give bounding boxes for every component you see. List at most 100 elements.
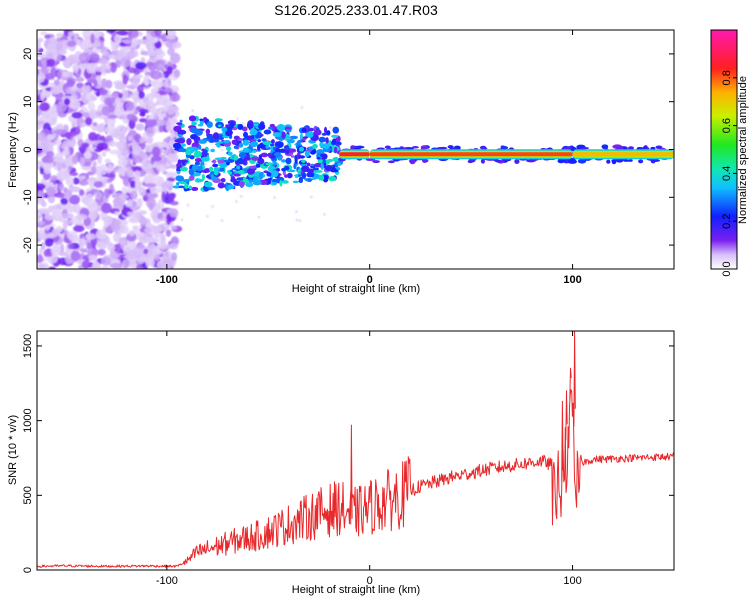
noise-blob — [109, 248, 116, 258]
band-blob — [186, 146, 191, 154]
band-blob — [212, 163, 219, 168]
band-blob — [210, 148, 215, 153]
band-blob — [298, 155, 306, 159]
noise-blob — [127, 199, 133, 207]
noise-blob — [118, 92, 123, 99]
band-blob — [237, 157, 245, 165]
envelope-blob — [372, 160, 380, 164]
band-blob — [294, 174, 299, 179]
envelope-blob — [628, 159, 633, 162]
noise-blob — [104, 173, 116, 178]
noise-blob — [139, 137, 145, 144]
noise-speck — [236, 117, 239, 120]
noise-blob — [81, 260, 91, 269]
colorbar-label: Normalized spectral amplitude — [737, 76, 749, 224]
band-blob — [281, 131, 286, 139]
band-blob — [337, 162, 341, 167]
noise-blob — [146, 192, 159, 199]
noise-blob — [66, 40, 77, 47]
noise-blob — [118, 236, 128, 247]
envelope-blob — [406, 147, 415, 150]
noise-blob — [50, 175, 58, 181]
band-blob — [242, 147, 250, 153]
noise-blob — [51, 209, 56, 214]
noise-blob — [55, 137, 61, 146]
colorbar-tick-label: 0.4 — [721, 166, 733, 181]
band-blob — [237, 123, 244, 130]
noise-blob — [165, 229, 172, 237]
noise-blob — [151, 155, 162, 162]
band-blob — [331, 134, 339, 138]
envelope-blob — [638, 159, 644, 164]
noise-blob — [45, 91, 52, 97]
noise-blob — [75, 213, 88, 221]
noise-blob — [64, 145, 69, 153]
noise-blob — [106, 30, 116, 34]
noise-blob — [138, 243, 146, 250]
band-blob — [258, 154, 263, 160]
noise-blob — [78, 175, 86, 180]
noise-speck — [298, 219, 302, 222]
noise-blob — [154, 47, 163, 55]
noise-blob — [98, 88, 108, 96]
envelope-blob — [637, 146, 642, 150]
band-blob — [292, 180, 299, 184]
band-blob — [331, 166, 336, 172]
noise-blob — [104, 125, 117, 134]
band-blob — [258, 123, 266, 130]
noise-blob — [71, 111, 83, 119]
noise-blob — [169, 52, 181, 64]
band-blob — [179, 166, 188, 172]
noise-blob — [131, 37, 138, 49]
noise-blob — [94, 191, 103, 200]
band-blob — [201, 156, 210, 162]
band-blob — [272, 132, 282, 138]
noise-speck — [220, 148, 224, 152]
envelope-blob — [447, 145, 454, 149]
band-blob — [306, 162, 311, 167]
noise-blob — [73, 225, 85, 233]
band-blob — [265, 162, 274, 166]
noise-blob — [168, 193, 176, 201]
band-blob — [268, 126, 274, 130]
noise-speck — [310, 195, 313, 199]
noise-blob — [46, 52, 54, 60]
band-blob — [317, 159, 323, 164]
noise-blob — [139, 112, 146, 117]
band-blob — [233, 135, 240, 140]
band-blob — [233, 145, 238, 150]
band-blob — [249, 130, 258, 136]
band-blob — [316, 156, 321, 160]
noise-blob — [152, 79, 163, 89]
noise-speck — [295, 218, 299, 222]
noise-speck — [235, 200, 238, 203]
band-blob — [233, 173, 241, 177]
noise-blob — [96, 142, 109, 151]
noise-blob — [86, 242, 93, 250]
noise-blob — [57, 251, 70, 257]
noise-blob — [165, 35, 177, 40]
colorbar-gradient — [711, 30, 737, 269]
band-blob — [176, 122, 183, 125]
noise-blob — [121, 148, 129, 157]
band-blob — [275, 141, 284, 149]
noise-blob — [37, 147, 43, 155]
band-blob — [233, 155, 239, 161]
band-blob — [179, 119, 183, 123]
noise-blob — [78, 179, 89, 186]
noise-blob — [38, 265, 46, 269]
noise-blob — [92, 209, 99, 218]
spectrogram-xtick-label: 0 — [367, 274, 373, 286]
band-blob — [256, 144, 261, 151]
band-blob — [220, 177, 226, 183]
band-blob — [183, 183, 189, 189]
noise-blob — [93, 260, 99, 269]
noise-blob — [48, 37, 58, 44]
noise-blob — [101, 150, 107, 157]
noise-blob — [84, 233, 96, 240]
band-blob — [175, 175, 185, 182]
noise-blob — [93, 181, 104, 188]
noise-blob — [128, 49, 139, 58]
band-blob — [176, 182, 180, 186]
